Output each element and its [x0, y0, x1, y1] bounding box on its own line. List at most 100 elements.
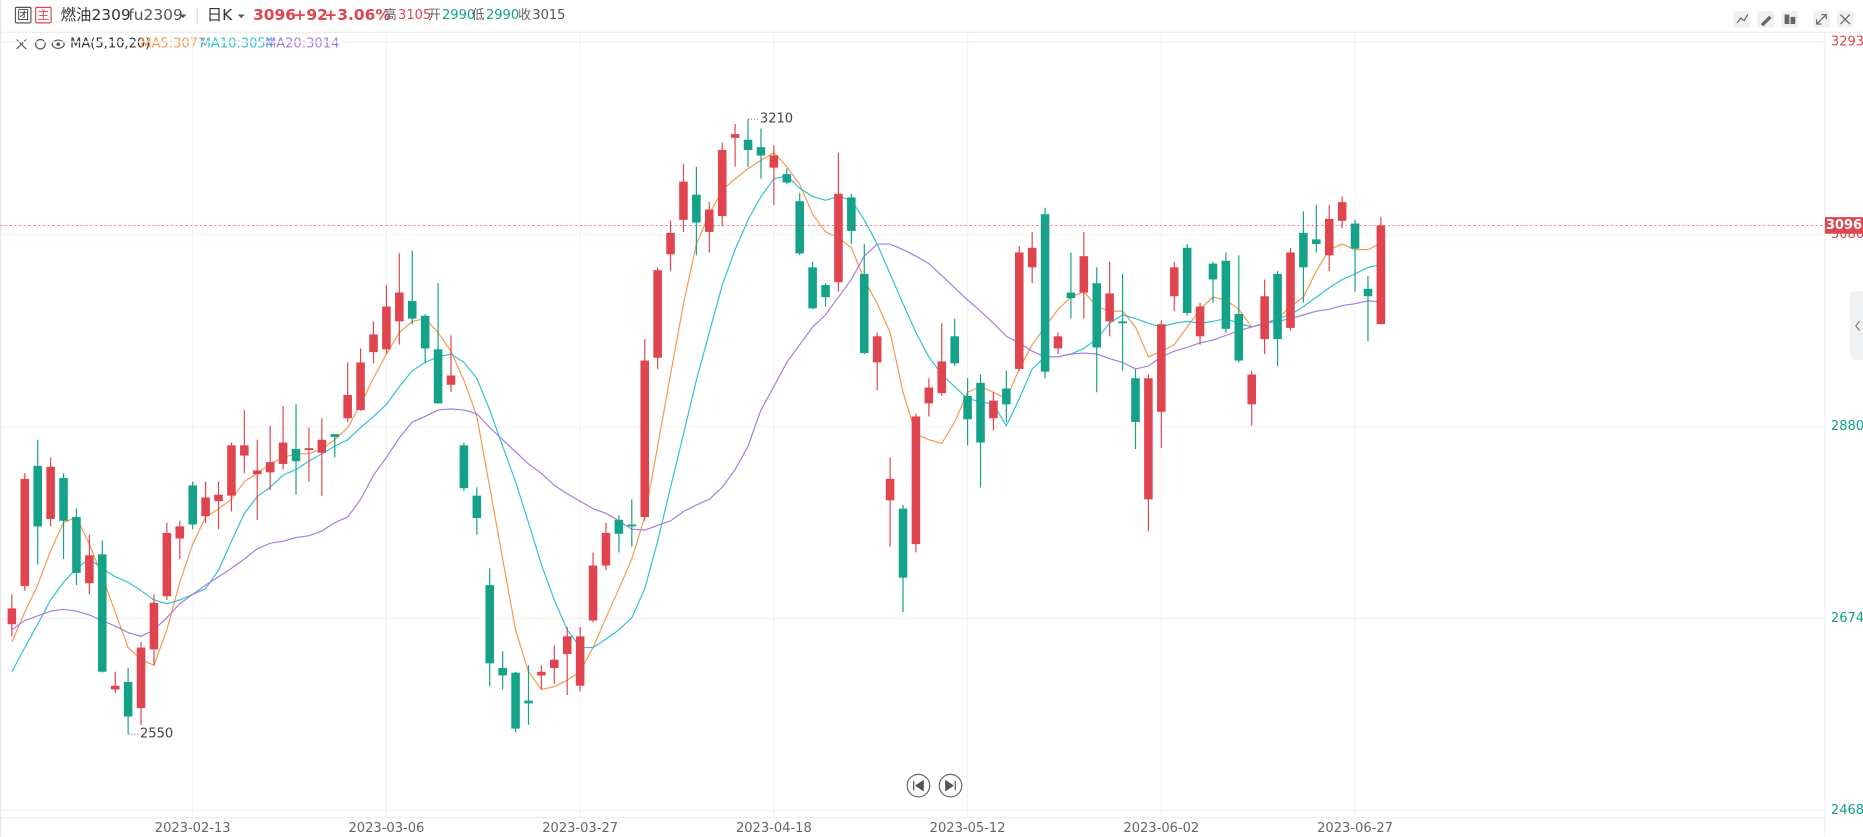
candle-body: [1273, 273, 1282, 340]
candle-body: [524, 700, 533, 704]
stat-value: 2990: [442, 8, 475, 23]
candle-body: [1118, 321, 1127, 324]
candle-body: [847, 197, 856, 232]
candle-body: [1053, 336, 1063, 349]
y-tick-label: 2674: [1831, 611, 1863, 626]
candle-body: [898, 508, 908, 578]
close-indicator[interactable]: [16, 39, 27, 50]
candle-body: [110, 685, 120, 690]
badge-box[interactable]: [35, 6, 52, 24]
candle-body: [382, 306, 391, 350]
candle-body: [1350, 223, 1360, 249]
tool-icon: [1784, 14, 1796, 25]
candle-body: [1286, 252, 1295, 328]
candle-body: [1027, 247, 1037, 268]
x-tick-label: 2023-02-13: [155, 821, 231, 836]
candle-body: [937, 361, 947, 394]
candle-body: [769, 155, 779, 168]
candle-body: [123, 681, 133, 717]
stat-value: 3105: [398, 8, 431, 23]
dropdown-caret[interactable]: [237, 14, 245, 19]
candle-body: [175, 526, 185, 539]
symbol-code[interactable]: fu2309: [128, 6, 183, 24]
candle-body: [136, 647, 146, 709]
x-tick-label: 2023-03-27: [542, 821, 618, 836]
candle-body: [1169, 267, 1179, 297]
candle-body: [1092, 283, 1102, 348]
nav-icon: [913, 779, 924, 792]
candle-body: [395, 292, 404, 322]
candle-body: [795, 201, 804, 254]
candle-body: [1260, 296, 1269, 340]
candle-body: [1363, 288, 1373, 297]
candle-body: [433, 349, 443, 404]
visibility-icon: [56, 42, 61, 47]
candle-body: [407, 300, 417, 319]
stat-label: 高: [384, 7, 397, 23]
toolbar: [1733, 10, 1854, 28]
period[interactable]: 日K: [207, 6, 233, 24]
candle-body: [291, 449, 301, 462]
candle-body: [1312, 239, 1321, 245]
candle-body: [666, 232, 675, 255]
candle-body: [834, 193, 843, 283]
tool-icon: [1760, 15, 1772, 27]
candle-body: [498, 668, 507, 676]
candle-body: [369, 334, 378, 353]
settings-icon[interactable]: [35, 38, 46, 50]
candle-body: [162, 532, 172, 597]
candle-body: [356, 362, 365, 410]
candle-body: [976, 382, 985, 443]
candle-body: [33, 465, 42, 527]
candle-body: [72, 517, 81, 573]
candle-body: [98, 554, 107, 672]
candle-body: [149, 602, 159, 650]
tool-icon: [1840, 14, 1851, 25]
candle-body: [188, 485, 197, 525]
candle-body: [705, 209, 714, 232]
candle-body: [1066, 292, 1076, 299]
candle-body: [537, 671, 546, 676]
candle-body: [214, 494, 223, 502]
candle-body: [653, 270, 662, 358]
candle-body: [808, 267, 817, 309]
stat-value: 2990: [486, 8, 519, 23]
candle-body: [1299, 232, 1308, 268]
candle-body: [627, 524, 637, 527]
candle-body: [420, 315, 430, 349]
candle-body: [304, 448, 314, 450]
candle-body: [756, 147, 766, 156]
candle-body: [1105, 293, 1114, 322]
candle-body: [459, 445, 469, 489]
candle-body: [7, 608, 17, 625]
badge[interactable]: 主: [37, 8, 49, 22]
visibility-icon[interactable]: [51, 39, 65, 49]
candle-body: [782, 174, 792, 183]
candle-body: [1234, 313, 1244, 361]
high-annotation: 3210: [760, 112, 793, 127]
candle-body: [717, 149, 727, 217]
tool-button[interactable]: [1757, 10, 1774, 28]
candle-body: [692, 194, 701, 223]
candle-body: [330, 434, 340, 437]
x-tick-label: 2023-06-02: [1123, 821, 1199, 836]
y-tick-label: 2880: [1831, 419, 1863, 434]
badge[interactable]: 团: [17, 8, 29, 22]
candle-body: [46, 466, 55, 519]
candle-body: [1324, 218, 1334, 256]
candle-body: [240, 445, 249, 456]
candle-body: [252, 470, 262, 475]
candle-body: [588, 565, 598, 621]
candle-body: [924, 387, 934, 404]
candle-body: [859, 273, 869, 354]
badge-box[interactable]: [14, 6, 32, 24]
candle-body: [446, 375, 456, 385]
candle-body: [201, 497, 210, 517]
candle-body: [989, 400, 998, 419]
candle-body: [1040, 214, 1050, 372]
candle-body: [1157, 324, 1166, 412]
dropdown-caret[interactable]: [179, 14, 187, 19]
candle-body: [550, 659, 559, 669]
candle-body: [278, 442, 288, 464]
